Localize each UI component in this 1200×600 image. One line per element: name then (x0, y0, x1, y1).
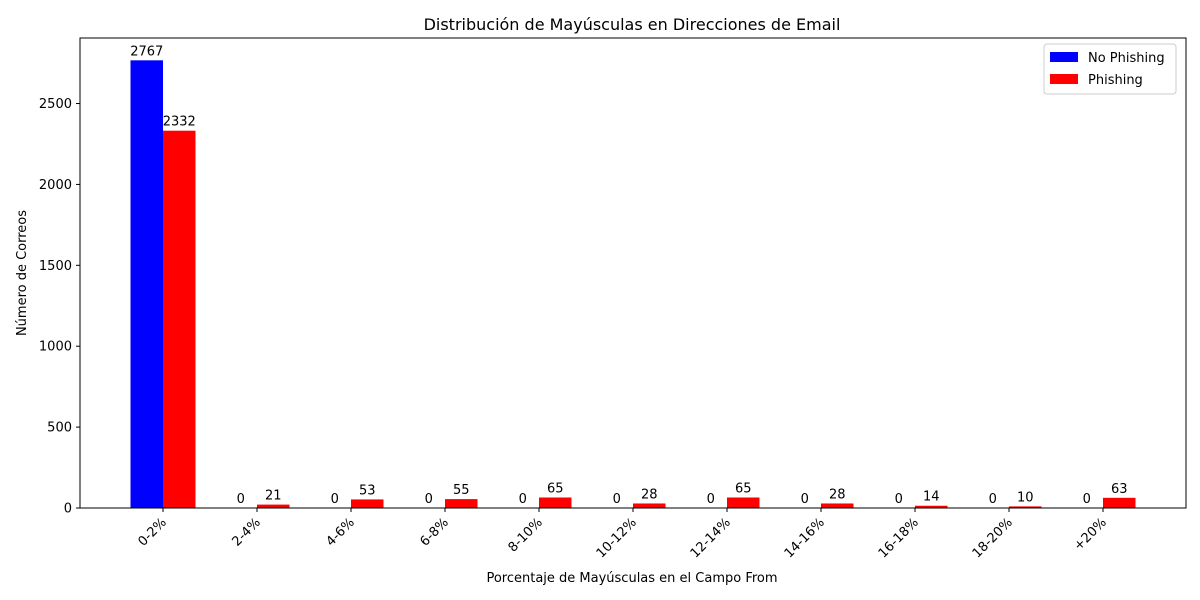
bar-phishing-0 (163, 130, 196, 508)
data-label-phishing-4: 65 (547, 481, 564, 496)
data-label-no-phishing-4: 0 (519, 492, 527, 507)
data-label-no-phishing-5: 0 (613, 492, 621, 507)
bar-phishing-9 (1009, 506, 1042, 508)
bar-phishing-5 (633, 503, 666, 508)
data-label-no-phishing-8: 0 (895, 492, 903, 507)
data-label-phishing-1: 21 (265, 489, 282, 504)
legend-label-phishing: Phishing (1088, 73, 1143, 88)
bar-phishing-8 (915, 505, 948, 508)
data-label-phishing-2: 53 (359, 483, 376, 498)
data-label-phishing-7: 28 (829, 487, 846, 502)
bars-layer (130, 60, 1136, 508)
data-label-phishing-10: 63 (1111, 482, 1128, 497)
data-label-no-phishing-2: 0 (331, 492, 339, 507)
y-tick-label-2: 1000 (39, 340, 72, 355)
bar-no-phishing-0 (130, 60, 163, 508)
data-label-phishing-6: 65 (735, 481, 752, 496)
y-tick-label-4: 2000 (39, 178, 72, 193)
data-label-no-phishing-9: 0 (989, 492, 997, 507)
bar-phishing-3 (445, 499, 478, 508)
y-tick-label-1: 500 (47, 421, 72, 436)
data-label-no-phishing-0: 2767 (130, 44, 163, 59)
data-label-phishing-9: 10 (1017, 490, 1034, 505)
bar-phishing-1 (257, 504, 290, 508)
data-label-no-phishing-7: 0 (801, 492, 809, 507)
x-axis-title: Porcentaje de Mayúsculas en el Campo Fro… (486, 571, 777, 586)
data-label-phishing-3: 55 (453, 483, 470, 498)
bar-phishing-7 (821, 503, 854, 508)
bar-phishing-6 (727, 497, 760, 508)
bar-phishing-2 (351, 499, 384, 508)
y-tick-label-3: 1500 (39, 259, 72, 274)
data-label-phishing-5: 28 (641, 487, 658, 502)
data-labels-layer: 2767 2332 0 21 0 53 0 55 0 65 0 28 0 65 0 28 0 14 0 10 0 63 (130, 44, 1127, 507)
bar-phishing-4 (539, 497, 572, 508)
legend-swatch-phishing (1050, 74, 1078, 84)
legend-swatch-no-phishing (1050, 52, 1078, 62)
data-label-no-phishing-6: 0 (707, 492, 715, 507)
data-label-phishing-8: 14 (923, 490, 940, 505)
data-label-no-phishing-10: 0 (1083, 492, 1091, 507)
legend: No Phishing Phishing (1043, 43, 1177, 95)
y-tick-label-5: 2500 (39, 97, 72, 112)
plot-frame (79, 37, 1187, 509)
data-label-no-phishing-1: 0 (237, 492, 245, 507)
data-label-no-phishing-3: 0 (425, 492, 433, 507)
y-tick-label-0: 0 (64, 502, 72, 517)
chart-title: Distribución de Mayúsculas en Direccione… (424, 15, 841, 34)
y-axis-title: Número de Correos (15, 210, 30, 336)
data-label-phishing-0: 2332 (163, 115, 196, 130)
bar-phishing-10 (1103, 497, 1136, 508)
legend-label-no-phishing: No Phishing (1088, 51, 1165, 66)
